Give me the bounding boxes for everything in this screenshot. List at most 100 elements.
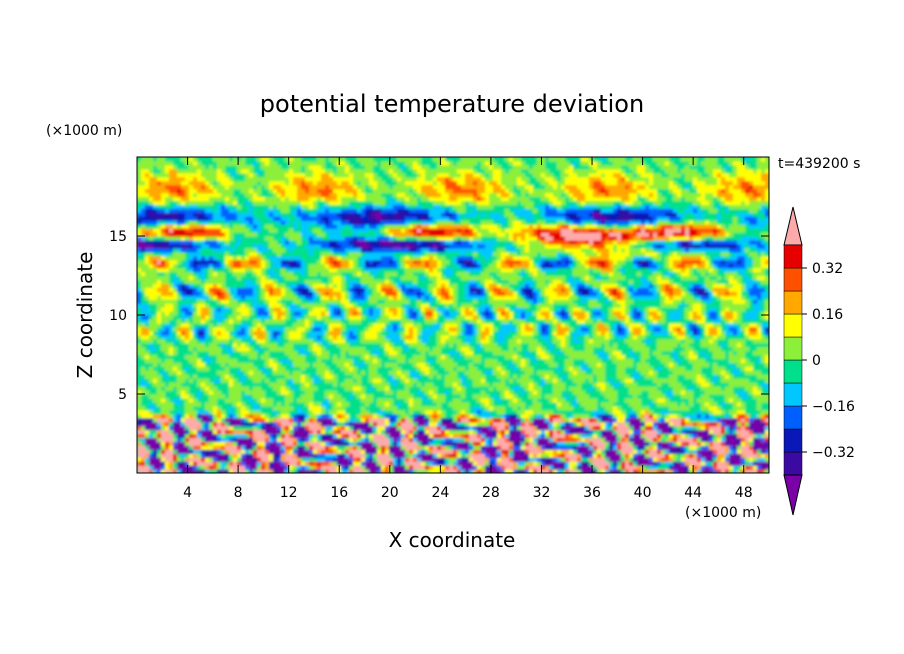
heatmap-cell <box>617 378 622 383</box>
heatmap-cell <box>673 417 678 423</box>
heatmap-cell <box>373 421 378 427</box>
heatmap-cell <box>737 374 742 379</box>
heatmap-cell <box>277 358 282 363</box>
heatmap-cell <box>217 409 222 415</box>
heatmap-cell <box>333 397 338 403</box>
heatmap-cell <box>377 405 382 411</box>
heatmap-cell <box>473 425 478 431</box>
heatmap-cell <box>597 374 602 379</box>
heatmap-cell <box>469 390 474 395</box>
heatmap-cell <box>705 350 710 356</box>
heatmap-cell <box>229 354 234 360</box>
heatmap-cell <box>393 382 398 387</box>
heatmap-cell <box>453 425 458 431</box>
heatmap-cell <box>621 378 626 383</box>
heatmap-cell <box>721 358 726 363</box>
heatmap-cell <box>573 417 578 423</box>
heatmap-cell <box>393 457 398 462</box>
heatmap-cell <box>733 354 738 360</box>
heatmap-cell <box>493 374 498 379</box>
heatmap-cell <box>533 401 538 407</box>
heatmap-cell <box>505 441 510 446</box>
heatmap-cell <box>221 354 226 360</box>
heatmap-cell <box>537 405 542 411</box>
heatmap-cell <box>405 409 410 415</box>
heatmap-cell <box>253 417 258 423</box>
heatmap-cell <box>385 413 390 419</box>
heatmap-cell <box>729 421 734 427</box>
heatmap-cell <box>353 354 358 360</box>
heatmap-cell <box>589 437 594 442</box>
heatmap-cell <box>525 358 530 363</box>
heatmap-cell <box>317 413 322 419</box>
heatmap-cell <box>513 386 518 391</box>
heatmap-cell <box>565 413 570 419</box>
heatmap-cell <box>585 453 590 458</box>
heatmap-cell <box>481 390 486 395</box>
heatmap-cell <box>333 449 338 454</box>
heatmap-cell <box>209 425 214 431</box>
heatmap-cell <box>553 362 558 367</box>
heatmap-cell <box>525 425 530 431</box>
heatmap-cell <box>437 421 442 427</box>
heatmap-cell <box>657 358 662 363</box>
heatmap-cell <box>441 417 446 423</box>
heatmap-cell <box>697 374 702 379</box>
heatmap-cell <box>525 421 530 427</box>
heatmap-cell <box>701 405 706 411</box>
heatmap-cell <box>197 449 202 454</box>
heatmap-cell <box>637 378 642 383</box>
heatmap-cell <box>545 469 550 473</box>
heatmap-cell <box>481 397 486 403</box>
heatmap-cell <box>273 386 278 391</box>
heatmap-cell <box>593 378 598 383</box>
heatmap-cell <box>221 374 226 379</box>
heatmap-cell <box>401 425 406 431</box>
heatmap-cell <box>169 346 174 352</box>
heatmap-cell <box>497 366 502 371</box>
heatmap-cell <box>685 405 690 411</box>
heatmap-cell <box>669 465 674 470</box>
heatmap-cell <box>349 382 354 387</box>
heatmap-cell <box>521 445 526 450</box>
heatmap-cell <box>229 413 234 419</box>
heatmap-cell <box>477 405 482 411</box>
heatmap-cell <box>441 433 446 439</box>
heatmap-cell <box>385 441 390 446</box>
heatmap-cell <box>489 453 494 458</box>
heatmap-cell <box>313 386 318 391</box>
heatmap-cell <box>169 362 174 367</box>
heatmap-cell <box>373 437 378 442</box>
heatmap-cell <box>681 425 686 431</box>
heatmap-cell <box>745 433 750 439</box>
heatmap-cell <box>557 437 562 442</box>
heatmap-cell <box>381 374 386 379</box>
heatmap-cell <box>565 457 570 462</box>
heatmap-cell <box>297 433 302 439</box>
heatmap-cell <box>641 378 646 383</box>
heatmap-cell <box>249 390 254 395</box>
heatmap-cell <box>657 429 662 435</box>
heatmap-cell <box>733 370 738 375</box>
heatmap-cell <box>637 469 642 473</box>
heatmap-cell <box>577 378 582 383</box>
heatmap-cell <box>165 346 170 352</box>
heatmap-cell <box>341 457 346 462</box>
heatmap-cell <box>469 453 474 458</box>
heatmap-cell <box>749 413 754 419</box>
heatmap-cell <box>645 378 650 383</box>
heatmap-cell <box>357 437 362 442</box>
heatmap-cell <box>449 378 454 383</box>
heatmap-cell <box>277 346 282 352</box>
heatmap-cell <box>565 425 570 431</box>
heatmap-cell <box>685 449 690 454</box>
heatmap-cell <box>501 413 506 419</box>
heatmap-cell <box>153 378 158 383</box>
heatmap-cell <box>329 453 334 458</box>
heatmap-cell <box>333 429 338 435</box>
heatmap-cell <box>577 449 582 454</box>
heatmap-cell <box>533 394 538 399</box>
heatmap-cell <box>329 386 334 391</box>
heatmap-cell <box>285 374 290 379</box>
heatmap-cell <box>337 429 342 435</box>
